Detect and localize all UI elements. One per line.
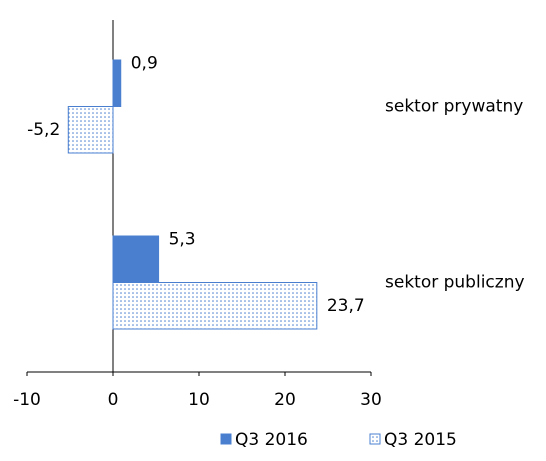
value-label: 0,9 bbox=[131, 53, 158, 73]
x-tick-label: 30 bbox=[360, 390, 382, 410]
value-label: 5,3 bbox=[169, 229, 196, 249]
legend-label: Q3 2015 bbox=[384, 430, 457, 450]
x-tick-label: 0 bbox=[108, 390, 119, 410]
value-label: 23,7 bbox=[327, 296, 365, 316]
x-tick-label: 10 bbox=[188, 390, 210, 410]
category-label: sektor publiczny bbox=[385, 273, 525, 293]
bar bbox=[67, 106, 114, 154]
category-label: sektor prywatny bbox=[385, 97, 523, 117]
value-label: -5,2 bbox=[27, 120, 60, 140]
legend-label: Q3 2016 bbox=[235, 430, 308, 450]
bar bbox=[112, 235, 160, 283]
bar bbox=[112, 282, 318, 330]
x-tick-label: -10 bbox=[13, 390, 41, 410]
x-tick-label: 20 bbox=[274, 390, 296, 410]
bar bbox=[112, 59, 122, 107]
legend-swatch bbox=[369, 433, 381, 445]
legend-swatch bbox=[220, 433, 232, 445]
